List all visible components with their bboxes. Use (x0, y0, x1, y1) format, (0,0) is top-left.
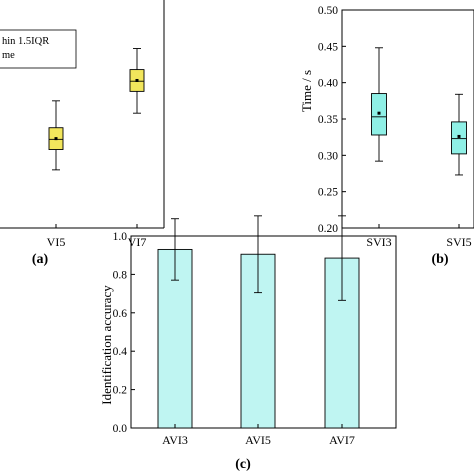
x-tick-label: AVI5 (245, 433, 271, 447)
plot-frame (341, 9, 474, 229)
y-tick-label: 0.20 (318, 223, 338, 235)
legend-box (0, 29, 77, 69)
x-tick-label: SVI3 (366, 235, 391, 249)
y-tick-label: 0.4 (113, 346, 128, 358)
x-tick-label: AVI3 (162, 433, 188, 447)
y-tick-label: 0.35 (318, 114, 338, 126)
y-tick-label: 0.2 (113, 385, 128, 397)
y-tick-label: 0.6 (113, 308, 128, 320)
panel-b-ylabel: Time / s (299, 70, 314, 112)
mean-marker (457, 134, 461, 138)
x-tick-label: SVI5 (446, 235, 471, 249)
panel-a: hin 1.5IQR me (a) VI5 VI7 (0, 0, 165, 267)
panel-b: Time / s (b) 0.20 0.25 0.30 0.35 0.40 0.45 0.5… (299, 5, 474, 267)
y-tick-label: 0.0 (113, 423, 128, 435)
y-tick-label: 0.45 (318, 41, 338, 53)
panel-c: Identification accuracy (c) 0.0 0.2 0.4 0.6… (99, 215, 397, 472)
panel-c-label: (c) (235, 457, 251, 472)
y-tick-label: 0.50 (318, 5, 338, 17)
mean-marker (54, 137, 58, 141)
legend-text-1: hin 1.5IQR (2, 36, 49, 47)
y-tick-label: 0.8 (113, 269, 128, 281)
panel-c-ylabel: Identification accuracy (99, 285, 114, 405)
x-tick-label: VI5 (47, 235, 66, 249)
y-tick-label: 1.0 (113, 231, 128, 243)
y-tick-label: 0.40 (318, 78, 338, 90)
y-tick-label: 0.30 (318, 150, 338, 162)
mean-marker (377, 111, 381, 115)
mean-marker (135, 78, 139, 82)
legend-text-2: me (2, 50, 15, 61)
x-tick-label: VI7 (128, 235, 147, 249)
panel-a-label: (a) (32, 252, 49, 267)
x-tick-label: AVI7 (329, 433, 355, 447)
y-tick-label: 0.25 (318, 187, 338, 199)
panel-b-label: (b) (431, 252, 448, 267)
